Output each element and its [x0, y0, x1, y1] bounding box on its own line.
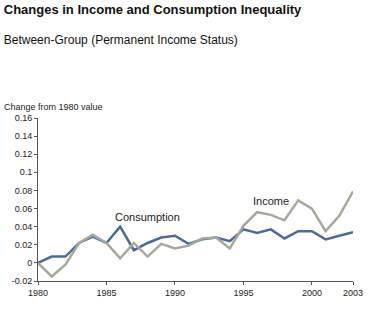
svg-text:0.16: 0.16 — [15, 113, 33, 123]
svg-text:Income: Income — [253, 195, 289, 207]
svg-text:1980: 1980 — [28, 288, 48, 298]
svg-text:0: 0 — [27, 258, 32, 268]
svg-text:Consumption: Consumption — [115, 211, 180, 223]
svg-text:2000: 2000 — [302, 288, 322, 298]
svg-text:0.1: 0.1 — [20, 167, 33, 177]
svg-text:Changes in Income and Consumpt: Changes in Income and Consumption Inequa… — [4, 2, 302, 17]
svg-text:1995: 1995 — [233, 288, 253, 298]
svg-text:0.02: 0.02 — [15, 240, 33, 250]
svg-text:1990: 1990 — [165, 288, 185, 298]
svg-text:0.14: 0.14 — [15, 131, 33, 141]
svg-text:1985: 1985 — [96, 288, 116, 298]
svg-text:0.08: 0.08 — [15, 186, 33, 196]
svg-text:0.06: 0.06 — [15, 204, 33, 214]
svg-text:0.12: 0.12 — [15, 149, 33, 159]
svg-text:0.04: 0.04 — [15, 222, 33, 232]
svg-text:Between-Group (Permanent Incom: Between-Group (Permanent Income Status) — [4, 33, 238, 47]
svg-text:2003: 2003 — [343, 288, 363, 298]
svg-text:Change from 1980 value: Change from 1980 value — [4, 102, 103, 112]
svg-text:-0.02: -0.02 — [12, 276, 33, 286]
